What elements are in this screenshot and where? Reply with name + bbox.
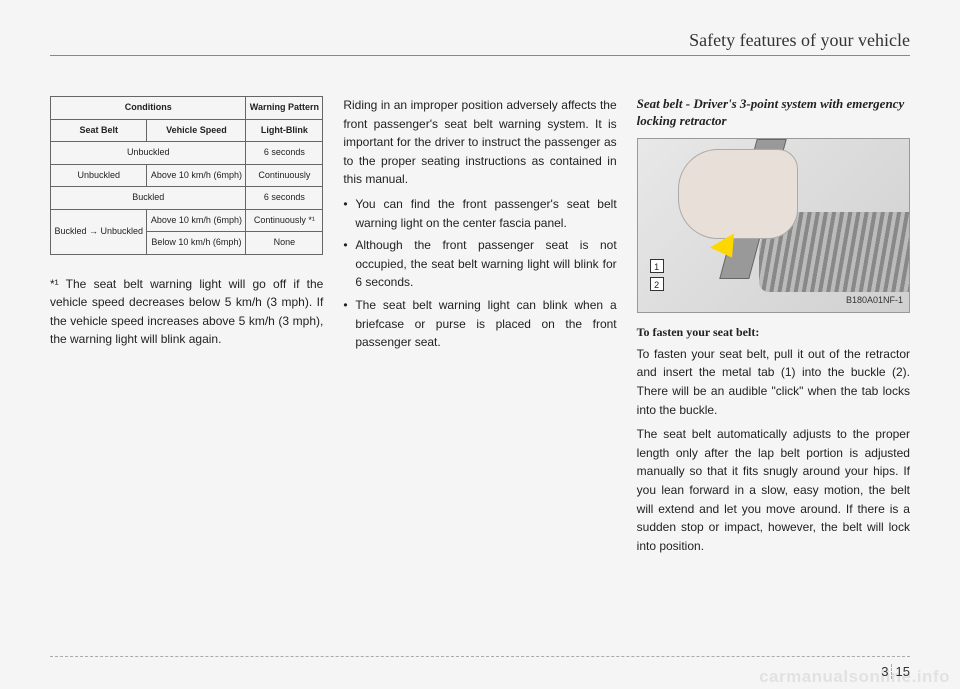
bullet-item: The seat belt warning light can blink wh… <box>343 296 616 352</box>
column-1: Conditions Warning Pattern Seat Belt Veh… <box>50 96 323 561</box>
column-2: Riding in an improper position adversely… <box>343 96 616 561</box>
cell: Continuously *¹ <box>246 209 323 232</box>
cell: Unbuckled <box>51 164 147 187</box>
th-speed: Vehicle Speed <box>147 119 246 142</box>
illustration-code: B180A01NF-1 <box>846 294 903 308</box>
paragraph: Riding in an improper position adversely… <box>343 96 616 189</box>
th-conditions: Conditions <box>51 97 246 120</box>
footnote: *¹ The seat belt warning light will go o… <box>50 275 323 349</box>
bullet-item: You can find the front passenger's seat … <box>343 195 616 232</box>
watermark: carmanualsonline.info <box>759 667 950 687</box>
cell: 6 seconds <box>246 142 323 165</box>
callout-1: 1 <box>650 259 664 273</box>
cell: Below 10 km/h (6mph) <box>147 232 246 255</box>
bullet-item: Although the front passenger seat is not… <box>343 236 616 292</box>
paragraph: To fasten your seat belt, pull it out of… <box>637 345 910 419</box>
warning-table: Conditions Warning Pattern Seat Belt Veh… <box>50 96 323 255</box>
arm-graphic <box>678 149 798 239</box>
cell: None <box>246 232 323 255</box>
bullet-list: You can find the front passenger's seat … <box>343 195 616 352</box>
cell: Above 10 km/h (6mph) <box>147 164 246 187</box>
chapter-title: Safety features of your vehicle <box>50 30 910 56</box>
bold-heading: To fasten your seat belt: <box>637 323 910 341</box>
cell: Buckled <box>51 187 246 210</box>
cell: 6 seconds <box>246 187 323 210</box>
th-warning: Warning Pattern <box>246 97 323 120</box>
column-3: Seat belt - Driver's 3-point system with… <box>637 96 910 561</box>
callout-2: 2 <box>650 277 664 291</box>
th-light: Light-Blink <box>246 119 323 142</box>
paragraph: The seat belt automatically adjusts to t… <box>637 425 910 555</box>
th-seatbelt: Seat Belt <box>51 119 147 142</box>
cell: Above 10 km/h (6mph) <box>147 209 246 232</box>
cell: Continuously <box>246 164 323 187</box>
subheading: Seat belt - Driver's 3-point system with… <box>637 96 910 130</box>
cell: Unbuckled <box>51 142 246 165</box>
cell: Buckled → Unbuckled <box>51 209 147 254</box>
seatbelt-illustration: 1 2 B180A01NF-1 <box>637 138 910 313</box>
divider <box>50 656 910 657</box>
